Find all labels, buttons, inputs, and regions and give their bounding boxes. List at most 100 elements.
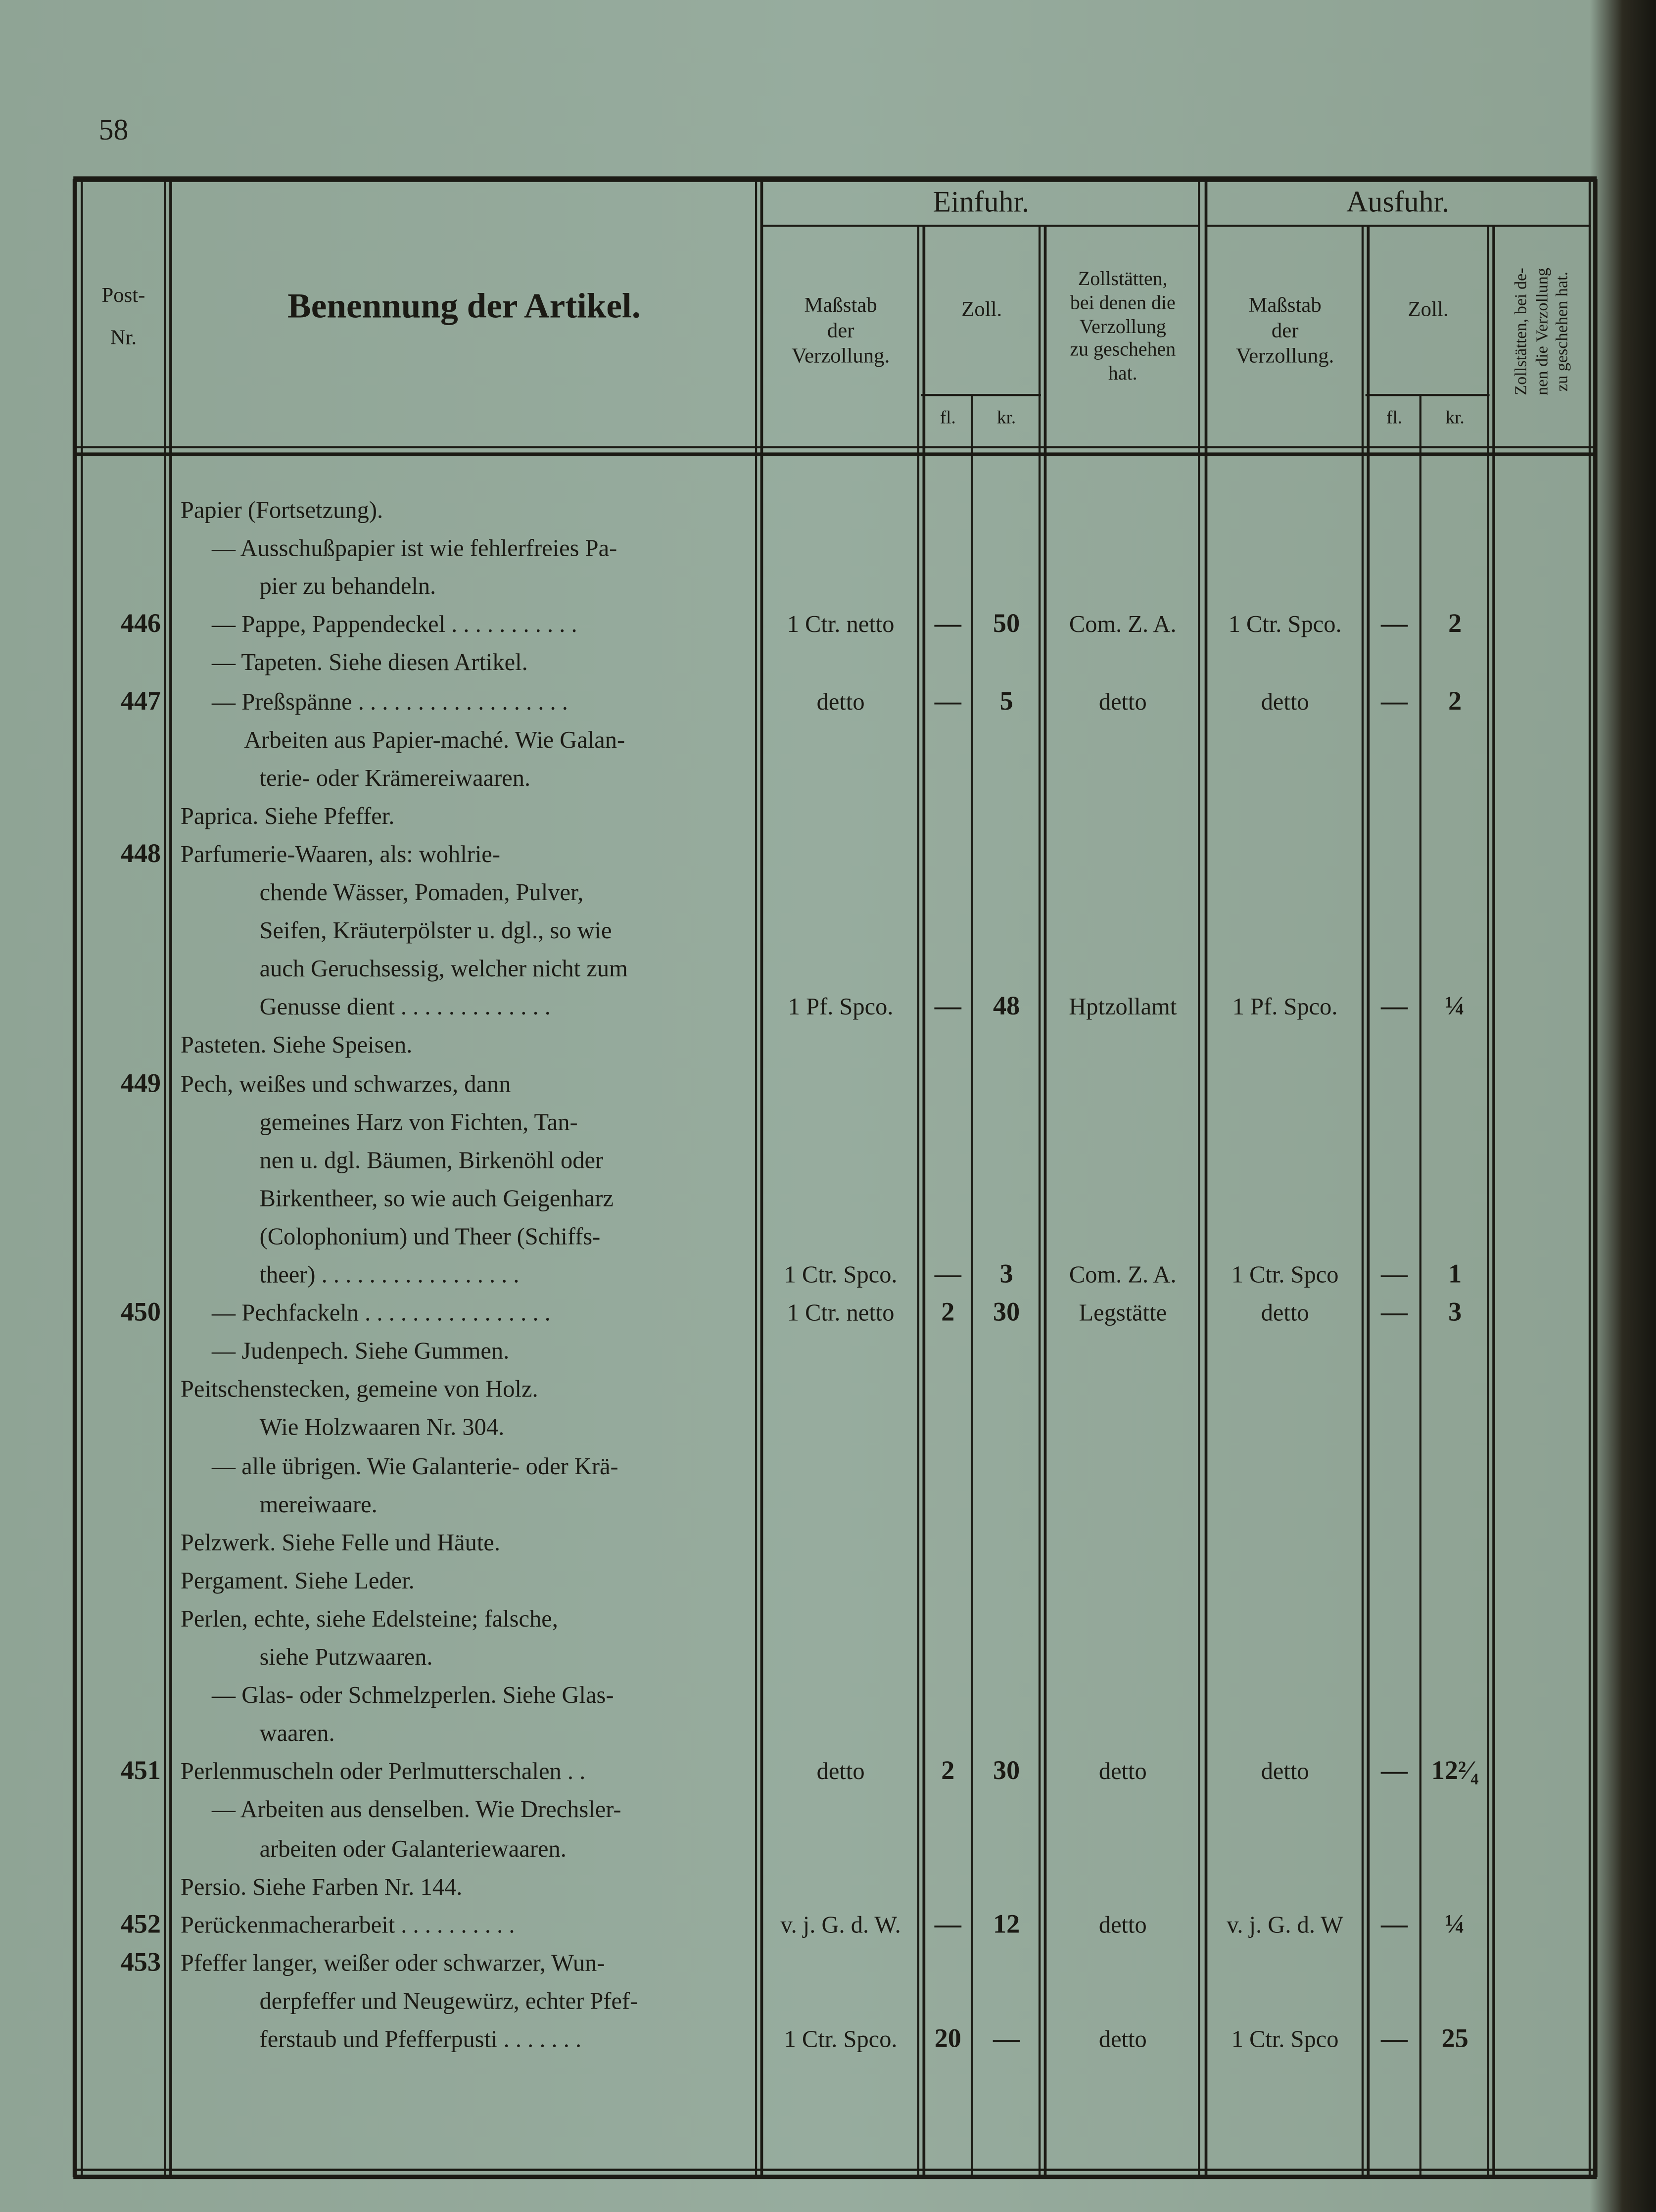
article-text: Arbeiten aus Papier-maché. Wie Galan-: [244, 726, 625, 753]
tariff-cell: 1 Ctr. Spco: [1231, 1261, 1339, 1288]
article-text: Genusse dient . . . . . . . . . . . . .: [259, 993, 551, 1021]
tariff-cell: 2: [1448, 686, 1462, 716]
header-einfuhr-fl: fl.: [940, 406, 956, 428]
tariff-cell: detto: [1098, 687, 1147, 715]
tariff-cell: 30: [993, 1757, 1020, 1787]
article-text: Pergament. Siehe Leder.: [180, 1567, 415, 1594]
tariff-cell: —: [1381, 1757, 1408, 1787]
article-text: Papier (Fortsetzung).: [180, 496, 383, 524]
tariff-cell: 1 Pf. Spco.: [788, 993, 894, 1021]
tariff-cell: 48: [993, 992, 1020, 1022]
tariff-cell: detto: [1261, 687, 1309, 715]
tariff-cell: detto: [1098, 1911, 1147, 1938]
tariff-cell: —: [934, 1259, 961, 1290]
header-post-nr: Post- Nr.: [82, 261, 165, 374]
tariff-cell: —: [934, 686, 961, 716]
post-number: 448: [120, 839, 161, 869]
tariff-cell: 3: [1448, 1298, 1462, 1328]
article-text: Perlenmuscheln oder Perlmutterschalen . …: [180, 1758, 586, 1785]
article-text: terie- oder Krämereiwaaren.: [259, 764, 531, 791]
header-einfuhr-kr: kr.: [997, 406, 1016, 428]
tariff-cell: v. j. G. d. W: [1227, 1911, 1343, 1938]
header-einfuhr-zollstaetten-line: zu geschehen: [1070, 340, 1176, 362]
article-text: chende Wässer, Pomaden, Pulver,: [259, 879, 584, 906]
header-einfuhr-massstab: Maßstab der Verzollung.: [763, 268, 918, 395]
header-post-nr-line: Nr.: [110, 327, 137, 350]
header-einfuhr-massstab-line: Verzollung.: [791, 345, 890, 369]
tariff-cell: 1 Ctr. netto: [787, 611, 895, 638]
article-text: Perückenmacherarbeit . . . . . . . . . .: [180, 1911, 515, 1938]
tariff-cell: 25: [1441, 2024, 1468, 2054]
article-text: gemeines Harz von Fichten, Tan-: [259, 1108, 578, 1135]
article-text: Birkentheer, so wie auch Geigenharz: [259, 1185, 614, 1212]
article-text: Persio. Siehe Farben Nr. 144.: [180, 1873, 463, 1900]
header-einfuhr-zollstaetten-line: bei denen die: [1070, 293, 1176, 315]
article-text: pier zu behandeln.: [259, 573, 436, 600]
tariff-cell: 2: [941, 1298, 955, 1328]
tariff-cell: 50: [993, 610, 1020, 640]
post-number: 451: [120, 1757, 161, 1787]
header-ausfuhr-massstab-line: Verzollung.: [1235, 345, 1334, 369]
article-text: arbeiten oder Galanteriewaaren.: [259, 1834, 567, 1862]
tariff-cell: 1 Ctr. netto: [787, 1299, 895, 1327]
tariff-cell: 1 Ctr. Spco.: [784, 2025, 898, 2053]
tariff-cell: —: [934, 992, 961, 1022]
tariff-cell: detto: [1098, 2025, 1147, 2053]
header-ausfuhr-zoll: Zoll.: [1408, 299, 1449, 322]
header-ausfuhr-zollstaetten-line: zu geschehen hat.: [1552, 271, 1572, 392]
tariff-cell: 1 Ctr. Spco.: [1228, 611, 1342, 638]
tariff-cell: 12: [993, 1910, 1020, 1940]
tariff-cell: 1: [1448, 1259, 1462, 1290]
tariff-cell: Hptzollamt: [1069, 993, 1177, 1021]
article-text: Peitschenstecken, gemeine von Holz.: [180, 1376, 538, 1403]
tariff-cell: —: [993, 2024, 1020, 2054]
article-text: derpfeffer und Neugewürz, echter Pfef-: [259, 1987, 638, 2015]
article-text: — Judenpech. Siehe Gummen.: [211, 1338, 510, 1365]
tariff-cell: ¼: [1445, 1910, 1466, 1940]
post-number: 453: [120, 1948, 161, 1978]
tariff-cell: 1 Ctr. Spco: [1231, 2025, 1339, 2053]
article-text: — Pechfackeln . . . . . . . . . . . . . …: [211, 1299, 551, 1327]
article-text: Paprica. Siehe Pfeffer.: [180, 802, 395, 829]
tariff-cell: 1 Pf. Spco.: [1232, 993, 1338, 1021]
header-ausfuhr-zollstaetten: Zollstätten, bei de-nen die Verzollung zu…: [1495, 233, 1588, 430]
tariff-cell: —: [1381, 1298, 1408, 1328]
article-text: — Preßspänne . . . . . . . . . . . . . .…: [211, 687, 568, 715]
tariff-cell: Com. Z. A.: [1069, 611, 1177, 638]
header-ausfuhr-fl: fl.: [1386, 406, 1403, 428]
tariff-cell: v. j. G. d. W.: [780, 1911, 901, 1938]
header-benennung: Benennung der Artikel.: [287, 287, 641, 326]
article-text: theer) . . . . . . . . . . . . . . . . .: [259, 1261, 520, 1288]
header-ausfuhr: Ausfuhr.: [1346, 185, 1450, 220]
tariff-cell: 2: [1448, 610, 1462, 640]
page-number: 58: [98, 113, 129, 147]
article-text: Pfeffer langer, weißer oder schwarzer, W…: [180, 1949, 605, 1976]
header-einfuhr-zoll: Zoll.: [961, 299, 1002, 322]
header-einfuhr-zollstaetten: Zollstätten, bei denen die Verzollung zu ge…: [1045, 237, 1201, 421]
tariff-cell: —: [934, 1910, 961, 1940]
tariff-cell: —: [1381, 1910, 1408, 1940]
tariff-cell: —: [1381, 2024, 1408, 2054]
tariff-cell: ¼: [1445, 992, 1466, 1022]
article-text: Perlen, echte, siehe Edelsteine; falsche…: [180, 1605, 558, 1633]
header-ausfuhr-massstab-line: Maßstab: [1248, 294, 1322, 318]
article-text: Seifen, Kräuterpölster u. dgl., so wie: [259, 917, 612, 944]
header-ausfuhr-kr: kr.: [1445, 406, 1465, 428]
article-text: — Tapeten. Siehe diesen Artikel.: [211, 649, 528, 676]
tariff-cell: 3: [999, 1259, 1013, 1290]
article-text: — Pappe, Pappendeckel . . . . . . . . . …: [211, 611, 577, 638]
post-number: 447: [120, 686, 161, 716]
tariff-cell: detto: [816, 687, 865, 715]
article-text: — Arbeiten aus denselben. Wie Drechsler-: [211, 1796, 621, 1824]
header-einfuhr-massstab-line: Maßstab: [804, 294, 877, 318]
tariff-cell: 2: [941, 1757, 955, 1787]
article-text: Pech, weißes und schwarzes, dann: [180, 1070, 511, 1097]
article-text: — Glas- oder Schmelzperlen. Siehe Glas-: [211, 1682, 614, 1709]
article-text: (Colophonium) und Theer (Schiffs-: [259, 1223, 601, 1250]
header-einfuhr-zollstaetten-line: hat.: [1108, 364, 1137, 385]
tariff-cell: —: [1381, 992, 1408, 1022]
post-number: 446: [120, 610, 161, 640]
header-einfuhr: Einfuhr.: [933, 185, 1030, 220]
